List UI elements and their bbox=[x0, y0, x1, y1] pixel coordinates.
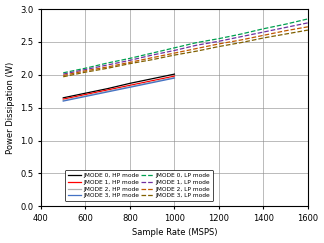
X-axis label: Sample Rate (MSPS): Sample Rate (MSPS) bbox=[132, 228, 217, 237]
Y-axis label: Power Dissipation (W): Power Dissipation (W) bbox=[6, 61, 15, 154]
Legend: JMODE 0, HP mode, JMODE 1, HP mode, JMODE 2, HP mode, JMODE 3, HP mode, JMODE 0,: JMODE 0, HP mode, JMODE 1, HP mode, JMOD… bbox=[65, 170, 213, 201]
